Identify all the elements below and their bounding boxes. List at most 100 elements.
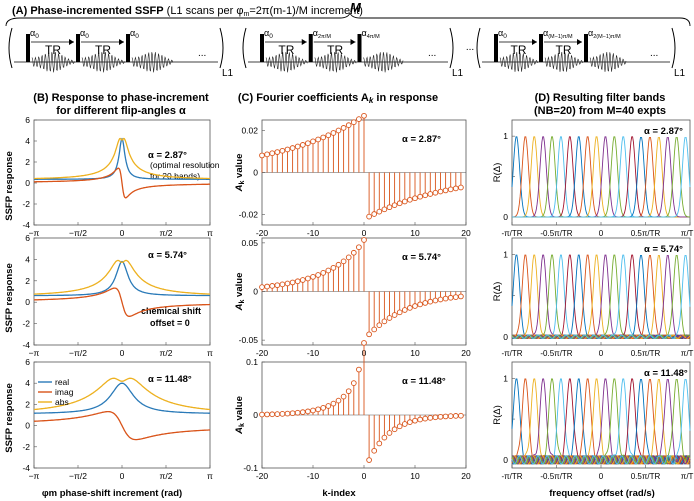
xtick-label: 0 xyxy=(599,472,604,481)
c-ylabel: Ak value xyxy=(234,154,246,193)
b1-ylabel: SSFP response xyxy=(4,151,15,221)
tr-arrowhead xyxy=(69,39,74,45)
c-ylabel-a: A xyxy=(234,303,245,311)
ytick-label: 4 xyxy=(25,254,30,264)
stem-marker xyxy=(381,206,388,213)
stem-marker xyxy=(422,300,429,306)
line-imag xyxy=(34,167,210,199)
stem-marker xyxy=(259,411,265,418)
pulse-phase-sub: 2(M−1)π/M xyxy=(593,34,621,40)
rf-pulse xyxy=(584,34,588,62)
rf-pulse xyxy=(26,34,30,62)
filter-band xyxy=(512,136,690,218)
tr-arrowhead xyxy=(577,39,582,45)
stem-marker xyxy=(401,421,408,427)
tr-arrowhead xyxy=(532,39,537,45)
stem-marker xyxy=(412,417,418,424)
xtick-label: −π xyxy=(29,348,40,358)
pulse-flip-label: α2π/M xyxy=(313,28,332,40)
filter-band xyxy=(512,136,691,218)
stem-marker xyxy=(427,415,434,421)
stem-marker xyxy=(386,315,393,321)
ytick-label: 0 xyxy=(253,410,258,420)
c-ylabel-a: A xyxy=(234,184,245,192)
xtick-label: 0.5π/TR xyxy=(631,229,661,238)
echo-signal xyxy=(81,52,125,73)
stem-marker xyxy=(294,409,301,416)
xtick-label: −π/2 xyxy=(69,471,87,481)
stem-marker xyxy=(447,186,454,193)
pulse-phase-sub: 0 xyxy=(503,33,507,40)
stem-marker xyxy=(447,294,454,301)
c-ylabel: Ak value xyxy=(234,396,246,435)
filter-band xyxy=(511,254,691,339)
stem-marker xyxy=(361,237,367,243)
filter-band xyxy=(511,254,691,339)
stem-marker xyxy=(427,298,434,305)
stem-marker xyxy=(315,136,321,143)
stem-marker xyxy=(345,254,352,261)
ytick-label: 2 xyxy=(25,399,30,409)
stem-marker xyxy=(417,193,423,200)
panel-a-title-sub: m xyxy=(243,11,249,18)
filter-band xyxy=(512,136,690,218)
ytick-label: -0.05 xyxy=(239,335,259,345)
xtick-label: π/TR xyxy=(681,229,694,238)
seq-paren-right xyxy=(671,27,676,69)
panel-a-title-rest: (L1 scans per φ xyxy=(164,5,244,17)
filter-band xyxy=(512,254,690,339)
filter-band xyxy=(511,254,691,339)
c-ylabel-end: value xyxy=(234,154,245,181)
stem-marker xyxy=(284,280,291,287)
ytick-label: 1 xyxy=(503,249,508,259)
filter-band xyxy=(512,136,690,218)
ytick-label: 6 xyxy=(25,115,30,125)
rf-pulse xyxy=(126,34,130,62)
panel-d-xlabel: frequency offset (rad/s) xyxy=(549,488,655,499)
stem-marker xyxy=(325,132,332,139)
filter-band xyxy=(512,136,690,218)
xtick-label: -10 xyxy=(307,228,320,238)
filter-band xyxy=(512,136,690,218)
alpha-label: α = 5.74° xyxy=(644,244,683,255)
stem-marker xyxy=(335,261,342,268)
xtick-label: -0.5π/TR xyxy=(540,229,572,238)
c-ylabel-sub: k xyxy=(239,299,246,303)
alpha-label: α = 5.74° xyxy=(148,250,187,261)
stem-marker xyxy=(299,409,306,415)
filter-band xyxy=(512,136,690,218)
stem-marker xyxy=(320,270,327,276)
stem-marker xyxy=(407,305,413,311)
filter-band xyxy=(511,254,691,339)
alpha-symbol: α xyxy=(588,28,593,38)
xtick-label: 0 xyxy=(599,349,604,358)
xtick-label: π/2 xyxy=(160,471,173,481)
stem-marker xyxy=(294,143,301,150)
stem-marker xyxy=(401,198,408,205)
alpha-label: α = 2.87° xyxy=(148,150,187,161)
ytick-label: -2 xyxy=(22,199,30,209)
alpha-symbol: α xyxy=(264,28,269,38)
line-abs xyxy=(34,259,210,295)
ytick-label: -0.1 xyxy=(243,463,258,473)
stem-marker xyxy=(412,303,418,309)
stem-marker xyxy=(386,430,393,436)
stem-marker xyxy=(259,284,265,290)
xtick-label: −π/2 xyxy=(69,348,87,358)
tr-label: TR xyxy=(95,43,111,57)
tr-label: TR xyxy=(45,43,61,57)
stem-marker xyxy=(376,322,383,329)
stem-marker xyxy=(350,249,357,256)
alpha-label: α = 11.48° xyxy=(402,376,446,387)
tr-arrowhead xyxy=(119,39,124,45)
echo-signal xyxy=(265,52,308,73)
stem-marker xyxy=(330,130,337,136)
panel-a: (A) Phase-incremented SSFP (L1 scans per… xyxy=(5,0,691,79)
c-ylabel-a: A xyxy=(234,427,245,435)
ytick-label: -4 xyxy=(22,463,30,473)
pulse-phase-sub: 0 xyxy=(135,33,139,40)
sequence-3: L1α0TRα(M−1)π/MTRα2(M−1)π/M... xyxy=(476,27,686,79)
